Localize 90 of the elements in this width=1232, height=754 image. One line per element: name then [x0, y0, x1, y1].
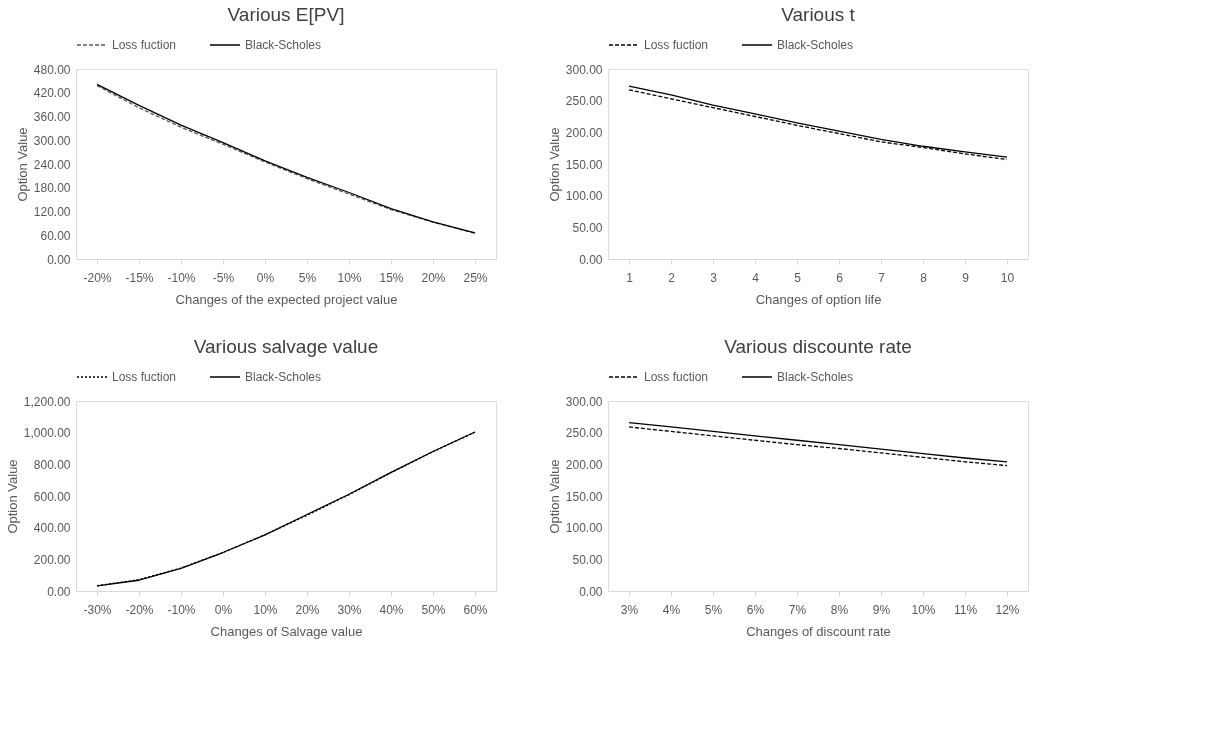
y-tick-label: 0.00 [47, 252, 71, 267]
x-tick-label: 60% [463, 602, 488, 617]
x-tick-label: 5 [794, 270, 802, 285]
chart-title: Various salvage value [193, 336, 379, 357]
x-tick-label: 15% [379, 270, 404, 285]
legend-label: Black-Scholes [245, 38, 322, 52]
y-tick-label: 100.00 [565, 189, 603, 204]
chart-title: Various t [781, 4, 856, 25]
y-axis-title: Option Value [14, 127, 30, 202]
x-tick-label: 8% [830, 602, 849, 617]
x-tick-label: 6% [746, 602, 765, 617]
y-tick-label: 300.00 [565, 62, 603, 77]
y-axis-title: Option Value [4, 459, 20, 534]
y-axis-title: Option Value [546, 459, 562, 534]
x-tick-label: -10% [167, 602, 196, 617]
y-tick-label: 600.00 [33, 489, 71, 504]
y-tick-label: 120.00 [33, 205, 71, 219]
x-tick-label: 1 [626, 270, 634, 285]
y-tick-label: 360.00 [33, 110, 71, 124]
x-tick-label: 5% [704, 602, 723, 617]
x-tick-label: 3 [710, 270, 718, 285]
x-tick-label: 25% [463, 270, 488, 285]
x-tick-label: 10% [337, 270, 362, 285]
x-tick-label: 30% [337, 602, 362, 617]
x-tick-label: 11% [953, 602, 978, 617]
y-tick-label: 480.00 [33, 62, 71, 77]
x-tick-label: 20% [295, 602, 320, 617]
y-tick-label: 240.00 [33, 157, 71, 172]
y-tick-label: 420.00 [33, 86, 71, 101]
x-tick-label: 4 [752, 270, 760, 285]
y-tick-label: 150.00 [565, 157, 603, 172]
y-tick-label: 150.00 [565, 489, 603, 504]
y-tick-label: 1,200.00 [23, 394, 71, 409]
x-tick-label: -15% [125, 270, 154, 285]
legend-label: Loss fuction [112, 370, 177, 384]
legend-label: Black-Scholes [777, 38, 854, 52]
x-tick-label: 4% [662, 602, 681, 617]
legend-label: Black-Scholes [245, 370, 322, 384]
y-tick-label: 60.00 [40, 228, 71, 243]
y-axis-title: Option Value [546, 127, 562, 202]
y-tick-label: 300.00 [33, 133, 71, 148]
y-tick-label: 200.00 [565, 457, 603, 472]
x-tick-label: 0% [256, 270, 275, 285]
y-tick-label: 250.00 [565, 426, 603, 441]
y-tick-label: 250.00 [565, 94, 603, 109]
x-tick-label: -20% [83, 270, 112, 285]
y-tick-label: 1,000.00 [23, 426, 71, 441]
x-tick-label: 9% [872, 602, 891, 617]
y-tick-label: 100.00 [565, 521, 603, 536]
x-tick-label: -5% [212, 270, 235, 285]
x-tick-label: -20% [125, 602, 154, 617]
y-tick-label: 0.00 [47, 584, 71, 599]
y-tick-label: 400.00 [33, 521, 71, 536]
x-tick-label: 10% [253, 602, 278, 617]
x-tick-label: 10 [1000, 270, 1015, 285]
chart-title: Various E[PV] [227, 4, 345, 25]
x-tick-label: 0% [214, 602, 233, 617]
y-tick-label: 800.00 [33, 457, 71, 472]
x-axis-title: Changes of the expected project value [175, 291, 398, 307]
y-tick-label: 180.00 [33, 181, 71, 196]
x-tick-label: -30% [83, 602, 112, 617]
x-tick-label: 6 [836, 270, 844, 285]
chart-title: Various discounte rate [724, 336, 912, 357]
y-tick-label: 50.00 [572, 552, 603, 567]
y-tick-label: 0.00 [579, 584, 603, 599]
legend-label: Loss fuction [112, 38, 177, 52]
x-tick-label: 3% [620, 602, 639, 617]
x-tick-label: 7 [878, 270, 886, 285]
y-tick-label: 200.00 [565, 125, 603, 140]
x-tick-label: -10% [167, 270, 196, 285]
x-tick-label: 10% [911, 602, 936, 617]
y-tick-label: 0.00 [579, 252, 603, 267]
x-tick-label: 9 [962, 270, 970, 285]
x-tick-label: 8 [920, 270, 928, 285]
x-tick-label: 12% [995, 602, 1020, 617]
y-tick-label: 300.00 [565, 394, 603, 409]
x-axis-title: Changes of option life [755, 291, 882, 307]
legend-label: Loss fuction [644, 370, 709, 384]
legend-label: Loss fuction [644, 38, 709, 52]
x-tick-label: 40% [379, 602, 404, 617]
x-tick-label: 50% [421, 602, 446, 617]
x-axis-title: Changes of Salvage value [210, 623, 363, 639]
x-axis-title: Changes of discount rate [746, 623, 891, 639]
x-tick-label: 5% [298, 270, 317, 285]
x-tick-label: 7% [788, 602, 807, 617]
x-tick-label: 2 [668, 270, 676, 285]
legend-label: Black-Scholes [777, 370, 854, 384]
y-tick-label: 50.00 [572, 220, 603, 235]
y-tick-label: 200.00 [33, 552, 71, 567]
x-tick-label: 20% [421, 270, 446, 285]
